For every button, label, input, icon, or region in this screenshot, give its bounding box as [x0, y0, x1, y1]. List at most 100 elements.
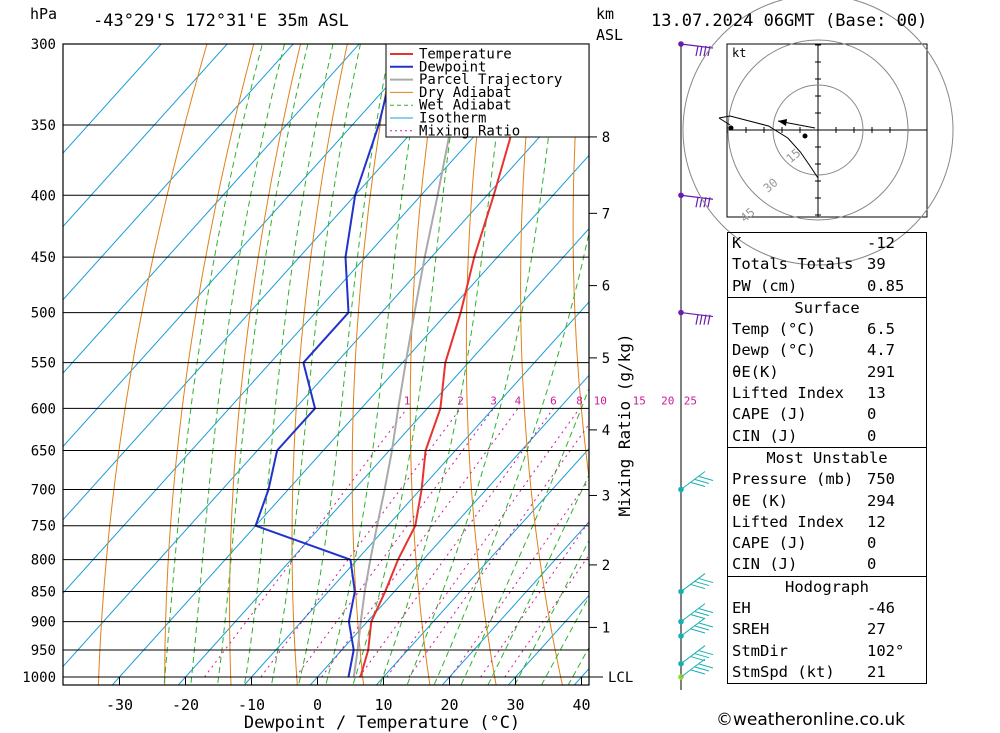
index-label: Dewp (°C) — [732, 341, 816, 360]
km-tick-label: 8 — [602, 130, 610, 146]
mixing-ratio-label: 15 — [633, 394, 646, 407]
wet-adiabat-line — [217, 44, 309, 685]
index-value: 6.5 — [867, 320, 895, 339]
legend-label: Dewpoint — [419, 59, 486, 75]
km-tick-label: 7 — [602, 206, 610, 222]
wind-barb — [678, 192, 714, 208]
isotherm-line — [243, 301, 589, 685]
wind-barb — [678, 603, 714, 625]
wind-barb — [678, 617, 714, 639]
section-title: Hodograph — [785, 577, 869, 596]
km-tick-label: 6 — [602, 279, 610, 295]
legend-label: Isotherm — [419, 111, 486, 127]
mixing-ratio-line — [449, 478, 589, 678]
surface-indices: Surface Temp (°C) 6.5 Dewp (°C) 4.7 θE(K) 2… — [727, 296, 927, 448]
legend-label: Wet Adiabat — [419, 98, 512, 114]
km-tick-label: 5 — [602, 351, 610, 367]
x-tick-label: -20 — [172, 696, 199, 714]
index-row: CIN (J) 0 — [728, 426, 926, 447]
wind-barb — [678, 573, 714, 595]
pressure-tick-label: 400 — [31, 188, 56, 204]
x-tick-label: 20 — [440, 696, 458, 714]
index-value: 21 — [867, 662, 886, 681]
mixing-ratio-line — [295, 408, 494, 678]
index-row: CAPE (J) 0 — [728, 533, 926, 554]
wet-adiabat-line — [270, 44, 361, 685]
index-row: EH -46 — [728, 598, 926, 619]
x-tick-label: 40 — [572, 696, 590, 714]
index-row: Dewp (°C) 4.7 — [728, 340, 926, 361]
wet-adiabat-line — [190, 44, 286, 685]
isotherm-line — [309, 374, 589, 685]
plot-frame — [62, 43, 590, 686]
index-value: 4.7 — [867, 341, 895, 360]
x-tick-label: 0 — [313, 696, 322, 714]
index-label: Pressure (mb) — [732, 470, 854, 489]
wet-adiabat-line — [163, 44, 263, 685]
dewpoint-line — [254, 44, 400, 678]
dry-adiabat-line — [291, 44, 348, 685]
index-label: θE(K) — [732, 362, 779, 381]
index-row: CAPE (J) 0 — [728, 404, 926, 425]
mixing-ratio-line — [260, 408, 461, 678]
mixing-ratio-label: 3 — [490, 394, 497, 407]
index-row: Temp (°C) 6.5 — [728, 319, 926, 340]
mixing-ratio-label: 25 — [684, 394, 697, 407]
hodograph-unit: kt — [732, 46, 746, 60]
isotherm-line — [375, 447, 589, 685]
wet-adiabat-line — [406, 44, 561, 685]
index-row: Lifted Index 13 — [728, 383, 926, 404]
index-row: θE (K) 294 — [728, 491, 926, 512]
mixing-ratio-label: 8 — [576, 394, 583, 407]
dry-adiabat-line — [572, 44, 589, 482]
index-row: CIN (J) 0 — [728, 554, 926, 575]
pressure-tick-label: 550 — [31, 356, 56, 372]
wet-adiabat-line — [352, 44, 464, 685]
dry-adiabat-line — [624, 8, 700, 703]
wind-barb — [678, 471, 714, 493]
index-row: K -12 — [728, 233, 926, 254]
x-tick-label: 10 — [374, 696, 392, 714]
index-label: StmSpd (kt) — [732, 662, 835, 681]
wind-barb — [678, 658, 714, 680]
index-value: 0 — [867, 405, 877, 424]
pressure-tick-label: 500 — [31, 306, 56, 322]
index-value: 291 — [867, 362, 895, 381]
wet-adiabat-line — [325, 44, 426, 685]
pressure-tick-label: 300 — [31, 37, 56, 53]
index-row: Pressure (mb) 750 — [728, 469, 926, 490]
pressure-tick-label: 800 — [31, 553, 56, 569]
index-row: θE(K) 291 — [728, 362, 926, 383]
dry-adiabat-line — [951, 8, 1000, 703]
x-tick-label: -30 — [106, 696, 133, 714]
index-row: Lifted Index 12 — [728, 512, 926, 533]
isotherm-line — [63, 44, 426, 448]
location-title: -43°29'S 172°31'E 35m ASL — [93, 11, 349, 31]
hodograph-trace — [718, 115, 819, 179]
index-label: EH — [732, 599, 751, 618]
mixing-ratio-label: 10 — [594, 394, 607, 407]
mixing-ratio-label: 6 — [550, 394, 557, 407]
x-axis-label: Dewpoint / Temperature (°C) — [244, 713, 520, 733]
index-label: StmDir — [732, 641, 788, 660]
km-unit: km — [596, 5, 615, 23]
wind-barb — [678, 645, 714, 667]
pressure-tick-label: 850 — [31, 585, 56, 601]
hodograph-top-point — [728, 125, 734, 131]
index-row: SREH 27 — [728, 619, 926, 640]
dry-adiabat-line — [229, 44, 302, 685]
pressure-tick-label: 700 — [31, 482, 56, 498]
mixing-ratio-label: 1 — [404, 394, 411, 407]
index-row: StmDir 102° — [728, 641, 926, 662]
dry-adiabat-line — [520, 44, 563, 685]
legend-label: Mixing Ratio — [419, 123, 520, 139]
mixing-ratio-line — [386, 408, 580, 678]
isotherm-line — [177, 227, 589, 685]
index-value: -46 — [867, 599, 895, 618]
wet-adiabat-line — [460, 387, 589, 685]
mixing-ratio-label: 4 — [515, 394, 522, 407]
dry-adiabat-line — [465, 44, 497, 685]
pressure-tick-label: 950 — [31, 643, 56, 659]
wet-adiabat-line — [433, 230, 589, 685]
index-label: SREH — [732, 620, 770, 639]
